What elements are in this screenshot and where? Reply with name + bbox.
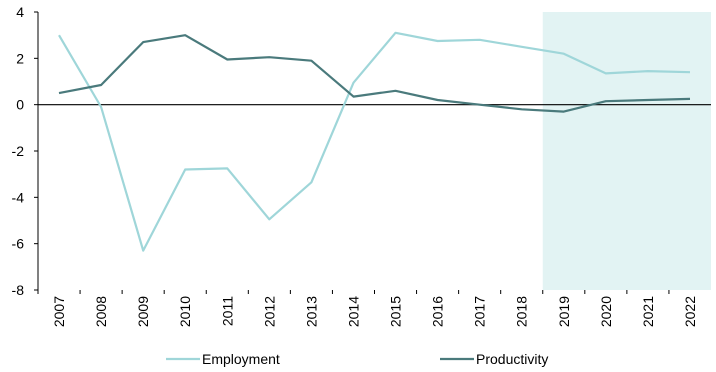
x-tick-label: 2007 xyxy=(51,296,67,327)
legend: Employment Productivity xyxy=(166,351,548,367)
y-tick-label: -2 xyxy=(12,143,25,159)
x-axis: 2007 2008 2009 2010 2011 2012 2013 2014 2015 2016… xyxy=(37,290,698,327)
x-tick-label: 2020 xyxy=(598,296,614,327)
y-tick-label: 4 xyxy=(16,4,24,20)
x-tick-label: 2014 xyxy=(345,296,361,327)
x-tick-label: 2022 xyxy=(682,296,698,327)
series-line-employment xyxy=(58,31,691,252)
x-tick-label: 2010 xyxy=(177,296,193,327)
x-tick-label: 2016 xyxy=(430,296,446,327)
y-tick-label: -8 xyxy=(12,282,25,298)
x-tick-label: 2018 xyxy=(514,296,530,327)
series-lines xyxy=(58,31,691,252)
legend-label-employment: Employment xyxy=(202,351,280,367)
y-tick-label: 0 xyxy=(16,97,24,113)
x-tick-label: 2013 xyxy=(303,296,319,327)
y-axis: 4 2 0 -2 -4 -6 -8 xyxy=(12,4,39,298)
y-tick-label: -4 xyxy=(12,189,25,205)
x-tick-label: 2012 xyxy=(261,296,277,327)
y-tick-label: -6 xyxy=(12,236,25,252)
x-tick-label: 2021 xyxy=(640,296,656,327)
x-tick-label: 2015 xyxy=(388,296,404,327)
forecast-shaded-region xyxy=(542,12,711,290)
series-line-productivity xyxy=(58,34,691,113)
x-tick-label: 2019 xyxy=(556,296,572,327)
x-tick-label: 2017 xyxy=(472,296,488,327)
x-tick-label: 2008 xyxy=(93,296,109,327)
legend-label-productivity: Productivity xyxy=(476,351,548,367)
x-tick-label: 2011 xyxy=(219,296,235,326)
y-tick-label: 2 xyxy=(16,50,24,66)
x-tick-label: 2009 xyxy=(135,296,151,327)
